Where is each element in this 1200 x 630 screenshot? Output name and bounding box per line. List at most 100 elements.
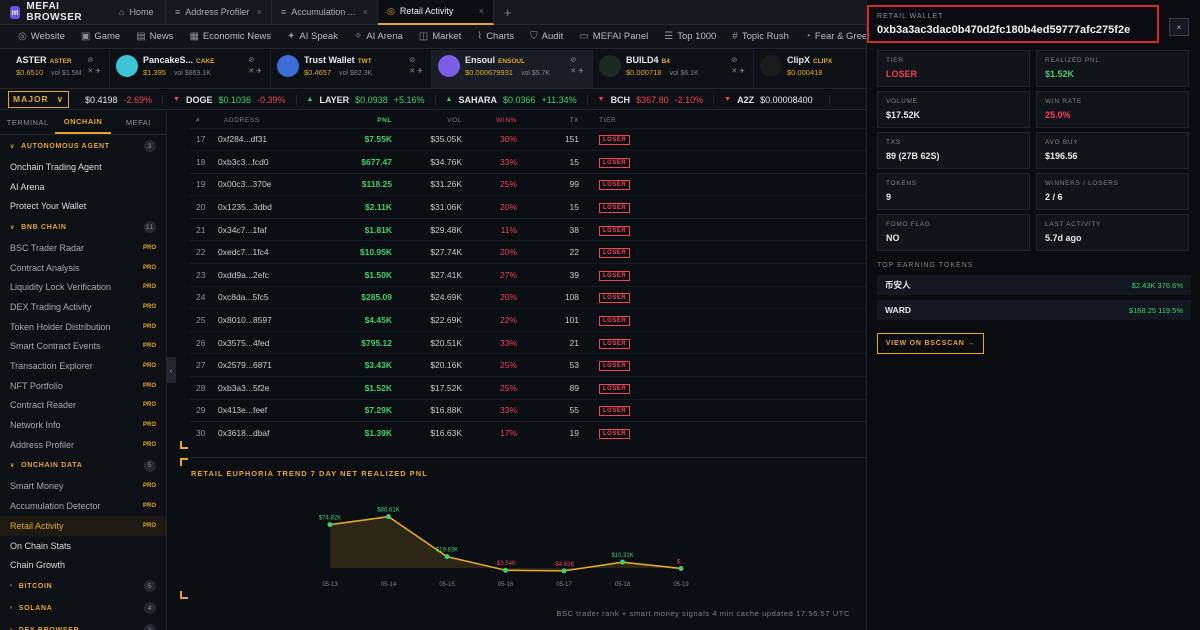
nav-item-7[interactable]: ⌇ Charts <box>469 31 522 42</box>
ticker-item[interactable]: ▲ LAYER $0.0938 +5.16% <box>297 94 436 105</box>
nav-item-2[interactable]: ▤ News <box>128 31 181 42</box>
sidebar-item[interactable]: NFT Portfolio PRO <box>0 376 166 396</box>
x-icon[interactable]: ✕ ✈ <box>87 68 101 75</box>
sidebar-item[interactable]: DEX Trading Activity PRO <box>0 297 166 317</box>
x-icon[interactable]: ✕ ✈ <box>248 68 262 75</box>
brand[interactable]: m MEFAI BROWSER <box>0 1 110 23</box>
earning-token-row[interactable]: WARD $168.25 119.5% <box>877 300 1191 320</box>
nav-item-11[interactable]: # Topic Rush <box>724 31 797 42</box>
view-on-bscscan-button[interactable]: VIEW ON BSCSCAN → <box>877 333 984 354</box>
nav-item-10[interactable]: ☰ Top 1000 <box>656 31 724 42</box>
sidebar-item[interactable]: Transaction Explorer PRO <box>0 356 166 376</box>
browser-tab-0[interactable]: ⌂ Home <box>110 0 166 25</box>
link-icon[interactable]: ⊘ <box>409 57 416 64</box>
token-card[interactable]: Ensoul ENSOUL $0.000679931 vol $5.7K ⊘ ✕ ✈ <box>432 50 593 88</box>
sidebar-section-4[interactable]: › SOLANA 4 <box>0 597 166 619</box>
x-icon[interactable]: ✕ ✈ <box>570 68 584 75</box>
table-row[interactable]: 30 0x3618...dbaf $1.39K $16.63K 17% 19 LOSER <box>190 421 866 445</box>
sidebar-tab-terminal[interactable]: TERMINAL <box>6 118 49 127</box>
browser-tab-2[interactable]: ≡ Accumulation ... × <box>272 0 378 25</box>
x-icon[interactable]: ✕ ✈ <box>409 68 423 75</box>
table-row[interactable]: 23 0xdd9a...2efc $1.50K $27.41K 27% 39 LOSER <box>190 263 866 287</box>
table-row[interactable]: 25 0x8010...8597 $4.45K $22.69K 22% 101 LOSER <box>190 308 866 332</box>
chart-point[interactable] <box>561 568 567 574</box>
sidebar-item[interactable]: Contract Reader PRO <box>0 396 166 416</box>
sidebar-section-1[interactable]: ∨ BNB CHAIN 11 <box>0 216 166 238</box>
earning-token-row[interactable]: 币安人 $2.43K 376.6% <box>877 275 1191 295</box>
token-card[interactable]: ASTER ASTER $0.6510 vol $1.5M ⊘ ✕ ✈ <box>10 50 110 88</box>
nav-item-4[interactable]: ✦ AI Speak <box>279 31 346 42</box>
sidebar-item[interactable]: Network Info PRO <box>0 415 166 435</box>
sidebar-item[interactable]: Contract Analysis PRO <box>0 258 166 278</box>
ticker-item[interactable]: ▼ DOGE $0.1036 -0.39% <box>163 94 297 105</box>
table-row[interactable]: 29 0x413e...feef $7.29K $16.88K 33% 55 LOSER <box>190 398 866 422</box>
token-card[interactable]: Trust Wallet TWT $0.4657 vol $82.3K ⊘ ✕ ✈ <box>271 50 432 88</box>
browser-tab-1[interactable]: ≡ Address Profiler × <box>166 0 272 25</box>
sidebar-section-2[interactable]: ∨ ONCHAIN DATA 5 <box>0 455 166 477</box>
new-tab-button[interactable]: + <box>504 4 512 20</box>
sidebar-section-5[interactable]: › DEX BROWSER 2 <box>0 619 166 630</box>
sidebar-section-3[interactable]: › BITCOIN 5 <box>0 575 166 597</box>
close-drawer-button[interactable]: × <box>1169 18 1189 36</box>
ticker-item[interactable]: ▼ BCH $367.80 -2.10% <box>588 94 715 105</box>
nav-item-6[interactable]: ◫ Market <box>411 31 470 42</box>
chart-point[interactable] <box>678 565 684 571</box>
nav-item-9[interactable]: ▭ MEFAI Panel <box>571 31 656 42</box>
sidebar-item[interactable]: Retail Activity PRO <box>0 516 166 536</box>
sidebar-item[interactable]: Chain Growth <box>0 555 166 575</box>
browser-tab-3[interactable]: ◎ Retail Activity × <box>378 0 494 25</box>
sidebar-tab-onchain[interactable]: ONCHAIN <box>55 111 111 134</box>
sidebar-item[interactable]: Smart Contract Events PRO <box>0 337 166 357</box>
close-tab-icon[interactable]: × <box>362 7 368 17</box>
table-row[interactable]: 17 0xf284...df31 $7.55K $35.05K 30% 151 LOSER <box>190 127 866 151</box>
major-filter-select[interactable]: MAJOR ∨ <box>8 91 69 108</box>
nav-item-0[interactable]: ◎ Website <box>10 31 73 42</box>
ticker-item[interactable]: ▲ SAHARA $0.0366 +11.34% <box>436 94 588 105</box>
wallet-address[interactable]: 0xb3a3ac3dac0b470d2fc180b4ed59777afc275f… <box>877 24 1131 36</box>
nav-item-5[interactable]: ✧ AI Arena <box>346 31 411 42</box>
sidebar-item[interactable]: BSC Trader Radar PRO <box>0 238 166 258</box>
collapse-sidebar-button[interactable]: ‹ <box>166 357 176 383</box>
chart-point[interactable] <box>386 514 391 520</box>
nav-item-3[interactable]: ▦ Economic News <box>181 31 279 42</box>
sidebar-item[interactable]: Onchain Trading Agent <box>0 157 166 177</box>
sidebar-item[interactable]: Address Profiler PRO <box>0 435 166 455</box>
nav-item-8[interactable]: ⛉ Audit <box>522 31 571 42</box>
sidebar-item[interactable]: Smart Money PRO <box>0 477 166 497</box>
table-row[interactable]: 24 0xc8da...5fc5 $285.09 $24.69K 20% 108 LOSER <box>190 285 866 309</box>
sidebar-item[interactable]: AI Arena <box>0 177 166 197</box>
chart-point[interactable] <box>327 522 333 528</box>
sidebar-item[interactable]: Accumulation Detector PRO <box>0 496 166 516</box>
link-icon[interactable]: ⊘ <box>570 57 577 64</box>
close-tab-icon[interactable]: × <box>478 6 484 16</box>
sidebar-item[interactable]: On Chain Stats <box>0 536 166 556</box>
sidebar-section-0[interactable]: ∨ AUTONOMOUS AGENT 3 <box>0 135 166 157</box>
ticker-item[interactable]: ▼ A2Z $0.00008400 <box>714 94 830 105</box>
ticker-item[interactable]: $0.4198 -2.69% <box>69 94 164 105</box>
chart-point[interactable] <box>620 559 625 565</box>
link-icon[interactable]: ⊘ <box>731 57 738 64</box>
table-row[interactable]: 28 0xb3a3...5f2e $1.52K $17.52K 25% 89 LOSER <box>190 376 866 400</box>
x-icon[interactable]: ✕ ✈ <box>731 68 745 75</box>
close-tab-icon[interactable]: × <box>256 7 262 17</box>
table-row[interactable]: 21 0x34c7...1faf $1.81K $29.48K 11% 38 LOSER <box>190 217 866 241</box>
chart-point[interactable] <box>503 567 508 573</box>
nav-item-12[interactable]: ◔ Fear & Greed <box>797 31 881 42</box>
table-row[interactable]: 27 0x2579...6871 $3.43K $20.16K 25% 53 LOSER <box>190 353 866 377</box>
table-row[interactable]: 26 0x3575...4fed $795.12 $20.51K 33% 21 LOSER <box>190 330 866 354</box>
token-card[interactable]: PancakeS... CAKE $1.395 vol $869.1K ⊘ ✕ ✈ <box>110 50 271 88</box>
link-icon[interactable]: ⊘ <box>248 57 255 64</box>
link-icon[interactable]: ⊘ <box>87 57 94 64</box>
table-row[interactable]: 22 0xedc7...1fc4 $10.95K $27.74K 20% 22 LOSER <box>190 240 866 264</box>
sidebar-tab-mefai[interactable]: MEFAI <box>125 118 151 127</box>
nav-item-1[interactable]: ▣ Game <box>73 31 128 42</box>
sidebar-item[interactable]: Protect Your Wallet <box>0 196 166 216</box>
sidebar-item[interactable]: Token Holder Distribution PRO <box>0 317 166 337</box>
table-row[interactable]: 19 0x00c3...370e $118.25 $31.26K 25% 99 LOSER <box>190 172 866 196</box>
token-card[interactable]: BUILD4 B4 $0.000718 vol $6.1K ⊘ ✕ ✈ <box>593 50 754 88</box>
chart-point[interactable] <box>444 554 450 560</box>
sidebar-item[interactable]: Liquidity Lock Verification PRO <box>0 277 166 297</box>
table-row[interactable]: 18 0xb3c3...fcd0 $677.47 $34.76K 33% 15 LOSER <box>190 150 866 174</box>
table-row[interactable]: 20 0x1235...3dbd $2.11K $31.06K 20% 15 LOSER <box>190 195 866 219</box>
